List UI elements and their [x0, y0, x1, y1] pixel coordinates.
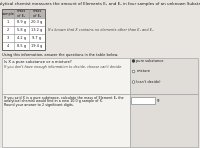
Text: sample: sample [2, 12, 14, 16]
Bar [2, 18, 45, 26]
Text: 4: 4 [7, 44, 9, 48]
Text: (can't decide): (can't decide) [136, 80, 161, 84]
Bar [130, 94, 198, 147]
Text: 20.3 g: 20.3 g [31, 20, 43, 24]
Text: 19.4 g: 19.4 g [31, 44, 43, 48]
Bar [2, 42, 45, 50]
Text: 5.8 g: 5.8 g [17, 28, 26, 32]
Text: g: g [156, 98, 159, 102]
Text: 1: 1 [7, 20, 9, 24]
Text: It's known that X contains no elements other than E₁ and E₂.: It's known that X contains no elements o… [48, 28, 154, 32]
Circle shape [132, 81, 135, 83]
Text: 3: 3 [7, 36, 9, 40]
Text: analytical chemist would find in a new 10.0 g sample of X.: analytical chemist would find in a new 1… [4, 99, 103, 103]
Text: 9.7 g: 9.7 g [32, 36, 42, 40]
Bar [2, 26, 45, 34]
Bar [130, 58, 198, 94]
Bar [131, 97, 155, 104]
Text: 13.2 g: 13.2 g [31, 28, 43, 32]
Bar [2, 58, 130, 94]
Text: mixture: mixture [136, 70, 150, 74]
Bar [2, 94, 130, 147]
Bar [2, 9, 45, 18]
Text: 4.2 g: 4.2 g [17, 36, 26, 40]
Text: 8.5 g: 8.5 g [17, 44, 26, 48]
Bar [2, 34, 45, 42]
Circle shape [132, 60, 135, 62]
Text: mass
of E₁: mass of E₁ [17, 9, 26, 18]
Circle shape [133, 60, 134, 62]
Text: Is X a pure substance or a mixture?: Is X a pure substance or a mixture? [4, 60, 72, 64]
Text: mass
of E₂: mass of E₂ [32, 9, 42, 18]
Text: Round your answer to 2 significant digits.: Round your answer to 2 significant digit… [4, 103, 74, 107]
Text: An analytical chemist measures the amount of Elements E₁ and E₂ in four samples : An analytical chemist measures the amoun… [0, 3, 200, 7]
Text: 2: 2 [7, 28, 9, 32]
Text: If you don't have enough information to decide, choose can't decide.: If you don't have enough information to … [4, 65, 122, 69]
Circle shape [132, 70, 135, 73]
Text: 8.9 g: 8.9 g [17, 20, 26, 24]
Text: pure substance: pure substance [136, 59, 164, 63]
Text: If you said X is a pure substance, calculate the mass of Element E₂ the: If you said X is a pure substance, calcu… [4, 96, 124, 100]
Text: Using this information, answer the questions in the table below.: Using this information, answer the quest… [2, 53, 118, 57]
Bar [2, 9, 45, 50]
